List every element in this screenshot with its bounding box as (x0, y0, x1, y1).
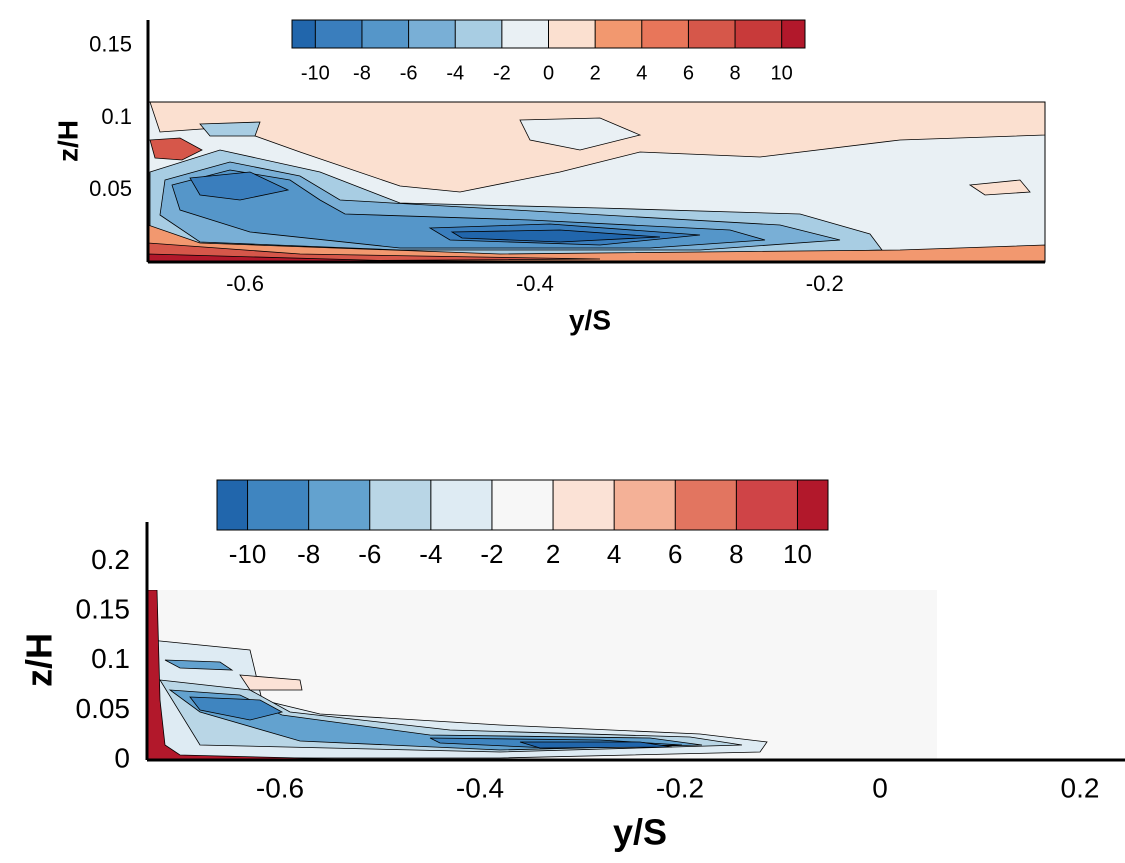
y-tick-label: 0.1 (101, 104, 132, 129)
colorbar-tick-label: 6 (683, 62, 694, 84)
colorbar-frame (216, 479, 829, 531)
y-tick-label: 0 (114, 742, 130, 773)
contours (147, 590, 768, 760)
colorbar-swatch (430, 480, 492, 530)
y-axis-title: z/H (19, 633, 60, 687)
y-tick-label: 0.15 (76, 594, 131, 625)
colorbar-tick-label: -4 (419, 539, 442, 569)
colorbar-tick-label: -6 (400, 62, 418, 84)
x-tick-label: 0.2 (1061, 772, 1100, 803)
colorbar-swatch (361, 20, 409, 48)
contour-region (189, 696, 284, 721)
colorbar-tick-label: 4 (636, 62, 647, 84)
colorbar-swatch (491, 480, 554, 530)
y-tick-label: 0.15 (89, 32, 132, 57)
colorbar-swatch (735, 20, 782, 48)
colorbar-swatch (308, 480, 370, 530)
x-tick-label: -0.6 (256, 772, 304, 803)
colorbar-tick-label: -8 (353, 62, 371, 84)
colorbar-swatch (688, 20, 736, 48)
colorbar-swatch (736, 480, 798, 530)
x-tick-label: -0.4 (456, 772, 504, 803)
y-axis-title: z/H (52, 120, 83, 162)
colorbar-swatch (641, 20, 689, 48)
colorbar-swatch (369, 480, 431, 530)
colorbar-tick-label: -2 (493, 62, 511, 84)
colorbar-swatch (614, 480, 676, 530)
colorbar-swatch (595, 20, 642, 48)
colorbar-swatch (408, 20, 456, 48)
contour-region (149, 137, 203, 161)
contour-region (147, 590, 381, 760)
contour-region (148, 224, 1045, 262)
colorbar-swatch (553, 480, 615, 530)
colorbar-tick-label: 2 (590, 62, 601, 84)
colorbar-tick-label: 10 (771, 62, 793, 84)
x-tick-label: -0.6 (226, 271, 264, 296)
colorbar-swatch (797, 480, 828, 530)
colorbar-tick-label: -8 (297, 539, 320, 569)
contour-region (164, 659, 234, 671)
colorbar-tick-label: 8 (729, 62, 740, 84)
x-tick-label: 0 (872, 772, 888, 803)
colorbar-tick-label: 8 (729, 539, 743, 569)
y-tick-label: 0.2 (91, 544, 130, 575)
panel: -0.6 -0.4 -0.2 0.05 0.1 0.15 y/S z/H -10 -8 -6 -4 -2… (52, 19, 1046, 335)
colorbar-tick-label: 10 (783, 539, 812, 569)
colorbar-tick-label: 6 (668, 539, 682, 569)
colorbar-swatch (501, 20, 549, 48)
colorbar-tick-label: -10 (229, 539, 267, 569)
x-tick-label: -0.4 (516, 271, 554, 296)
colorbar-swatch (217, 480, 248, 530)
colorbar-tick-label: -2 (480, 539, 503, 569)
colorbar-swatch (292, 20, 316, 48)
x-axis-title: y/S (569, 304, 611, 335)
colorbar-tick-label: 2 (546, 539, 560, 569)
contour-region (968, 179, 1031, 196)
x-axis-title: y/S (613, 812, 667, 853)
colorbar-swatch (781, 20, 805, 48)
contour-region (450, 229, 661, 243)
y-tick-label: 0.05 (76, 693, 131, 724)
x-tick-label: -0.2 (656, 772, 704, 803)
contour-region (519, 117, 642, 151)
colorbar-swatch (315, 20, 362, 48)
colorbar-tick-label: -4 (446, 62, 464, 84)
colorbar: -10 -8 -6 -4 -2 0 2 4 6 8 10 (291, 19, 806, 84)
panel: -0.6 -0.4 -0.2 0 0.2 0 0.05 0.1 0.15 0.2 y/S z/H -10… (19, 479, 1125, 853)
contours (148, 102, 1045, 262)
colorbar-swatch (455, 20, 502, 48)
colorbar-swatch (247, 480, 309, 530)
contour-region (199, 121, 261, 137)
colorbar-tick-label: 4 (607, 539, 621, 569)
colorbar-swatch (675, 480, 737, 530)
y-tick-label: 0.05 (89, 176, 132, 201)
colorbar-tick-label: -10 (301, 62, 330, 84)
colorbar-tick-label: 0 (543, 62, 554, 84)
contour-region (239, 674, 303, 691)
colorbar: -10 -8 -6 -4 -2 2 4 6 8 10 (216, 479, 829, 569)
x-tick-label: -0.2 (806, 271, 844, 296)
y-tick-label: 0.1 (91, 643, 130, 674)
contour-region (189, 171, 290, 201)
contour-region (519, 741, 673, 749)
colorbar-swatch (548, 20, 596, 48)
colorbar-tick-label: -6 (358, 539, 381, 569)
